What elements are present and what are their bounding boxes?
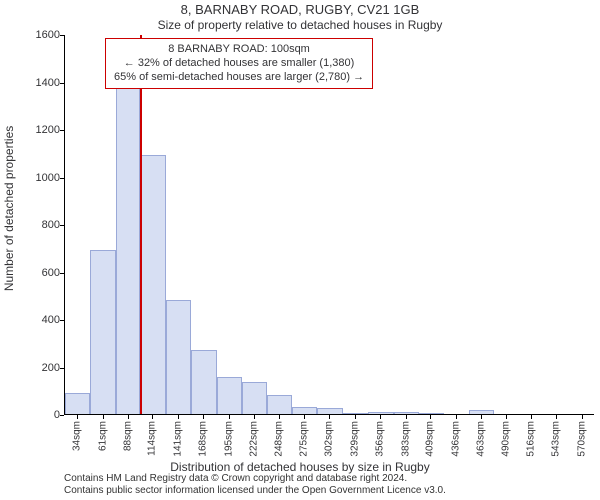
histogram-bar [317,408,342,414]
x-tick-mark [77,415,78,419]
x-tick-mark [456,415,457,419]
x-tick-label: 490sqm [501,421,512,457]
histogram-bar [368,412,393,414]
x-tick-label: 248sqm [273,421,284,457]
x-tick-mark [406,415,407,419]
x-tick-mark [203,415,204,419]
histogram-bar [217,377,242,414]
x-tick-label: 141sqm [172,421,183,457]
x-tick-label: 168sqm [198,421,209,457]
y-tick-label: 1200 [10,124,60,136]
x-tick-mark [229,415,230,419]
histogram-bar [191,350,216,414]
x-tick-mark [279,415,280,419]
property-marker-line [140,35,142,414]
histogram-bar [267,395,291,414]
histogram-bar [65,393,90,414]
x-tick-mark [254,415,255,419]
histogram-bar [469,410,494,414]
footer-line-2: Contains public sector information licen… [64,485,446,497]
x-tick-label: 34sqm [72,421,83,451]
histogram-bar [292,407,317,414]
x-tick-label: 302sqm [324,421,335,457]
histogram-bar [90,250,115,414]
y-tick-label: 1400 [10,77,60,89]
x-tick-mark [152,415,153,419]
chart-subtitle: Size of property relative to detached ho… [0,18,600,32]
x-tick-mark [430,415,431,419]
histogram-bar [242,382,267,414]
y-tick-label: 1600 [10,29,60,41]
x-tick-label: 463sqm [476,421,487,457]
x-tick-mark [481,415,482,419]
y-tick-label: 600 [10,267,60,279]
x-tick-label: 195sqm [223,421,234,457]
x-tick-label: 436sqm [450,421,461,457]
x-tick-label: 570sqm [576,421,587,457]
y-tick-label: 800 [10,219,60,231]
plot-area: 8 BARNABY ROAD: 100sqm ← 32% of detached… [64,35,594,415]
x-tick-label: 222sqm [249,421,260,457]
attribution-footer: Contains HM Land Registry data © Crown c… [64,473,446,496]
x-tick-mark [380,415,381,419]
histogram-bar [419,413,444,414]
x-tick-mark [329,415,330,419]
x-tick-mark [531,415,532,419]
x-tick-label: 61sqm [97,421,108,451]
callout-box: 8 BARNABY ROAD: 100sqm ← 32% of detached… [105,38,373,89]
x-tick-mark [506,415,507,419]
y-axis-label: Number of detached properties [2,60,16,225]
x-axis-label: Distribution of detached houses by size … [0,460,600,474]
y-tick-mark [60,415,64,416]
x-tick-mark [128,415,129,419]
histogram-bar [166,300,191,414]
histogram-bar [116,86,140,414]
y-tick-label: 400 [10,314,60,326]
callout-line-3: 65% of semi-detached houses are larger (… [114,71,364,85]
x-tick-label: 88sqm [123,421,134,451]
x-tick-label: 516sqm [525,421,536,457]
x-tick-label: 409sqm [425,421,436,457]
callout-line-1: 8 BARNABY ROAD: 100sqm [114,43,364,57]
x-tick-mark [355,415,356,419]
x-tick-mark [103,415,104,419]
x-tick-mark [556,415,557,419]
x-tick-label: 114sqm [147,421,158,456]
histogram-bar [140,155,165,414]
x-tick-mark [178,415,179,419]
x-tick-mark [582,415,583,419]
chart-title: 8, BARNABY ROAD, RUGBY, CV21 1GB [0,2,600,17]
bars-container [65,35,594,414]
footer-line-1: Contains HM Land Registry data © Crown c… [64,473,446,485]
histogram-bar [394,412,419,414]
x-tick-label: 383sqm [400,421,411,457]
y-tick-label: 200 [10,362,60,374]
x-tick-label: 543sqm [551,421,562,457]
x-tick-label: 329sqm [349,421,360,457]
histogram-bar [343,413,368,414]
y-tick-label: 1000 [10,172,60,184]
chart-root: 8, BARNABY ROAD, RUGBY, CV21 1GB Size of… [0,0,600,500]
x-tick-label: 275sqm [299,421,310,457]
callout-line-2: ← 32% of detached houses are smaller (1,… [114,57,364,71]
y-tick-label: 0 [10,409,60,421]
x-tick-label: 356sqm [375,421,386,457]
x-tick-mark [304,415,305,419]
